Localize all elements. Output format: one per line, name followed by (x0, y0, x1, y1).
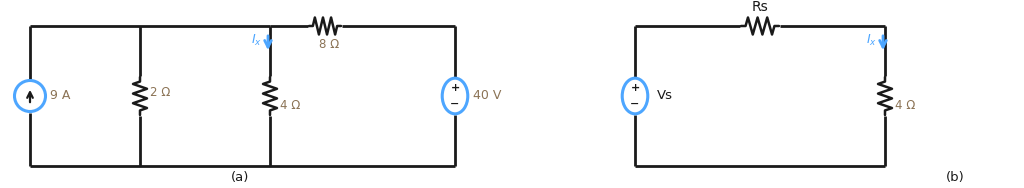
Text: (b): (b) (945, 171, 965, 184)
Text: 2 Ω: 2 Ω (150, 86, 170, 99)
Text: 9 A: 9 A (50, 89, 71, 102)
Text: 40 V: 40 V (473, 89, 502, 102)
Text: +: + (631, 83, 640, 93)
Text: +: + (451, 83, 460, 93)
Text: −: − (451, 99, 460, 109)
Text: Rs: Rs (752, 0, 768, 14)
Text: Vs: Vs (657, 89, 673, 102)
Text: 4 Ω: 4 Ω (280, 99, 300, 112)
Text: −: − (631, 99, 640, 109)
Text: 4 Ω: 4 Ω (895, 99, 915, 112)
Text: $I_x$: $I_x$ (251, 33, 262, 48)
Text: $I_x$: $I_x$ (866, 33, 877, 48)
Text: (a): (a) (230, 171, 249, 184)
Text: 8 Ω: 8 Ω (318, 39, 339, 52)
